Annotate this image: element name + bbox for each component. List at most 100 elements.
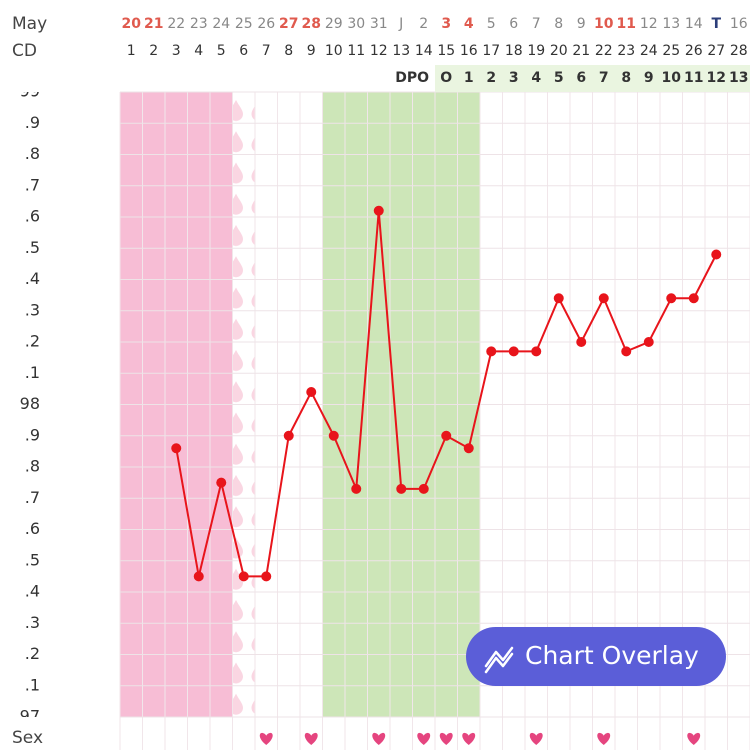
temperature-point [576, 337, 587, 347]
dpo-day-label: 12 [707, 70, 726, 86]
button-label: Chart Overlay [525, 641, 699, 670]
dpo-day-label: O [440, 70, 452, 86]
date-label: 21 [144, 16, 163, 32]
temperature-point [238, 571, 249, 582]
cycle-day-label: 4 [194, 43, 203, 59]
button-icon [484, 646, 514, 674]
cycle-day-label: 28 [730, 43, 748, 59]
date-label: 27 [279, 16, 298, 32]
cycle-day-label: 16 [460, 43, 478, 59]
cycle-day-label: 27 [707, 43, 725, 59]
date-label: 30 [347, 16, 365, 32]
date-label: 3 [441, 16, 451, 32]
cycle-day-label: 24 [640, 43, 658, 59]
date-label: 8 [554, 16, 563, 32]
date-label: 23 [190, 16, 208, 32]
cycle-day-label: 7 [262, 43, 271, 59]
date-label: 22 [167, 16, 185, 32]
y-tick-label: .6 [25, 207, 40, 226]
date-label: T [711, 16, 721, 32]
cycle-day-label: 22 [595, 43, 613, 59]
y-axis: 97 .1 .2 .3 .4 .5 .6 .7 .8 .9 98 .1 .2 .3 .4 .5 .6 .7 .8 .9… [20, 92, 40, 726]
temperature-point [193, 571, 204, 582]
cycle-day-label: 12 [370, 43, 388, 59]
heart [417, 732, 431, 745]
y-tick-label: .4 [25, 582, 40, 601]
dpo-day-label: 1 [464, 70, 474, 86]
date-label: 12 [640, 16, 658, 32]
heart [259, 732, 273, 745]
date-label: 28 [302, 16, 321, 32]
y-tick-label: .5 [25, 238, 40, 257]
temperature-point [553, 293, 564, 304]
date-label: 16 [730, 16, 748, 32]
cycle-day-label: 6 [239, 43, 248, 59]
cycle-day-label: 2 [149, 43, 158, 59]
y-tick-label: .7 [25, 175, 40, 194]
date-label: 14 [685, 16, 703, 32]
cycle-day-label: 18 [505, 43, 523, 59]
date-label: 5 [487, 16, 496, 32]
heart [529, 732, 543, 745]
cycle-day-label: 9 [307, 43, 316, 59]
dpo-day-label: 3 [509, 70, 519, 86]
cycle-day-label: 17 [482, 43, 500, 59]
cd-label: CD [12, 41, 37, 61]
temperature-point [598, 293, 609, 304]
date-label: 25 [235, 16, 253, 32]
dpo-day-label: 7 [599, 70, 609, 86]
y-tick-label: .2 [25, 332, 40, 351]
temperature-point [216, 477, 227, 488]
y-tick-label: .9 [25, 113, 40, 132]
date-label: 10 [594, 16, 614, 32]
y-tick-label: .4 [25, 269, 40, 288]
date-label: 2 [419, 16, 428, 32]
temperature-point [531, 346, 542, 357]
temperature-point [666, 293, 677, 304]
date-label: 31 [370, 16, 388, 32]
date-label: 24 [212, 16, 230, 32]
cycle-day-label: 20 [550, 43, 568, 59]
date-label: 20 [122, 16, 142, 32]
cycle-day-label: 10 [325, 43, 343, 59]
dpo-day-label: 5 [554, 70, 564, 86]
y-tick-label: 97 [20, 707, 40, 726]
cycle-day-label: 25 [662, 43, 680, 59]
date-label: 9 [577, 16, 586, 32]
date-label: 13 [662, 16, 680, 32]
dpo-band [435, 65, 750, 92]
button-background[interactable] [466, 627, 726, 686]
chart-overlay-button[interactable]: Chart Overlay [466, 627, 726, 686]
cycle-day-label: 14 [415, 43, 433, 59]
dpo-day-label: 8 [621, 70, 631, 86]
date-label: 4 [464, 16, 474, 32]
y-tick-label: .9 [25, 425, 40, 444]
temperature-point [463, 443, 474, 454]
y-tick-label: .8 [25, 144, 40, 163]
date-label: 7 [532, 16, 541, 32]
data-layer [171, 205, 722, 582]
temperature-point [283, 430, 294, 441]
dpo-day-label: 9 [644, 70, 654, 86]
y-tick-label: .8 [25, 457, 40, 476]
temperature-point [351, 483, 362, 494]
y-tick-label: .6 [25, 519, 40, 538]
date-label: J [398, 16, 403, 32]
dpo-day-label: 13 [729, 70, 748, 86]
footer: Sex [0, 720, 750, 750]
temperature-point [306, 387, 317, 397]
y-tick-label: .2 [25, 644, 40, 663]
temperature-point [373, 205, 384, 216]
temperature-point [328, 430, 339, 441]
heart [597, 732, 611, 745]
heart [304, 732, 318, 745]
month-label: May [12, 14, 47, 34]
heart [462, 732, 476, 745]
temperature-point [261, 571, 272, 582]
cycle-day-label: 5 [217, 43, 226, 59]
temperature-point [441, 430, 452, 441]
heart [687, 732, 701, 745]
